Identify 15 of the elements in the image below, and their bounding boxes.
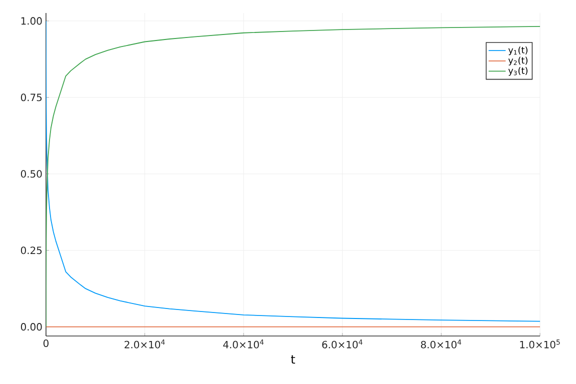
legend-label: y$_{1}$(t) <box>508 46 528 56</box>
legend-label: y$_{3}$(t) <box>508 67 528 76</box>
legend-label: y$_{2}$(t) <box>508 56 528 66</box>
y-tick-label: 0.00 <box>20 323 42 331</box>
y-tick-label: 0.75 <box>20 94 42 102</box>
y-tick-label: 1.00 <box>21 17 42 25</box>
x-axis-title: t <box>290 355 296 364</box>
x-tick-label: 0 <box>43 340 49 348</box>
y-tick-label: 0.25 <box>20 246 42 254</box>
x-tick-label: 6.0×10$^{4}$ <box>322 340 362 348</box>
x-tick-label: 8.0×10$^{4}$ <box>420 340 462 348</box>
x-tick-label: 2.0×10$^{4}$ <box>124 340 165 348</box>
y-tick-label: 0.50 <box>20 170 42 178</box>
x-tick-label: 1.0×10$^{5}$ <box>520 340 560 348</box>
x-tick-label: 4.0×10$^{4}$ <box>223 340 264 348</box>
